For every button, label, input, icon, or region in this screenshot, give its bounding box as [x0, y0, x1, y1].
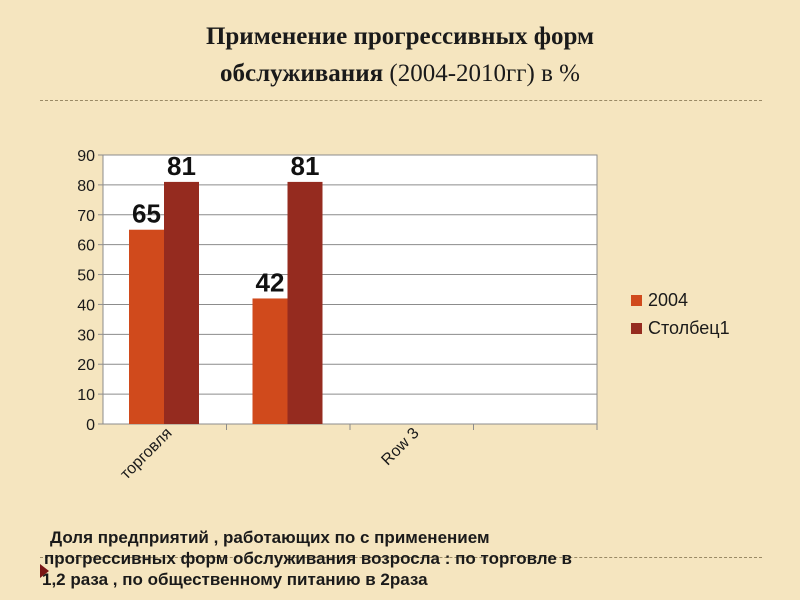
data-label: 81: [167, 151, 196, 181]
data-label: 42: [256, 267, 285, 297]
y-tick-label: 60: [77, 238, 95, 255]
caption-line-1: Доля предприятий , работающих по с приме…: [50, 528, 490, 547]
y-tick-label: 80: [77, 178, 95, 195]
bar: [129, 229, 164, 424]
caption-line-3: 1,2 раза , по общественному питанию в 2р…: [42, 570, 428, 589]
y-tick-label: 20: [77, 357, 95, 374]
y-tick-label: 0: [86, 417, 95, 434]
legend-swatch: [631, 323, 642, 334]
y-tick-label: 70: [77, 208, 95, 225]
top-divider: [40, 100, 762, 101]
y-tick-label: 50: [77, 268, 95, 285]
y-tick-label: 90: [77, 148, 95, 165]
title-line-1: Применение прогрессивных форм: [205, 23, 595, 50]
bottom-divider: [40, 557, 762, 558]
caption-text: Доля предприятий , работающих по с приме…: [40, 527, 770, 590]
bar: [252, 298, 288, 424]
legend-label: Столбец1: [648, 318, 730, 338]
title-line-2-rest: (2004-2010гг) в %: [383, 60, 581, 87]
bar: [164, 181, 199, 424]
slide-title: Применение прогрессивных форм обслуживан…: [0, 18, 800, 92]
caption-line-2: прогрессивных форм обслуживания возросла…: [44, 549, 573, 568]
bar-chart: 0 10 20 30 40 50 60 70 80 90 65 42 81 81 торговля Row 3…: [77, 148, 730, 483]
x-tick-label: Row 3: [378, 425, 422, 469]
y-tick-label: 10: [77, 387, 95, 404]
legend-label: 2004: [648, 290, 688, 310]
data-label: 65: [132, 199, 161, 229]
legend-swatch: [631, 295, 642, 306]
data-label: 81: [291, 151, 320, 181]
y-tick-label: 30: [77, 327, 95, 344]
bullet-arrow-icon: [40, 564, 49, 578]
x-tick-label: торговля: [117, 425, 175, 483]
title-line-2-bold: обслуживания: [219, 60, 384, 87]
bar: [287, 181, 323, 424]
title-line-2: обслуживания (2004-2010гг) в %: [0, 55, 800, 92]
y-tick-label: 40: [77, 297, 95, 314]
